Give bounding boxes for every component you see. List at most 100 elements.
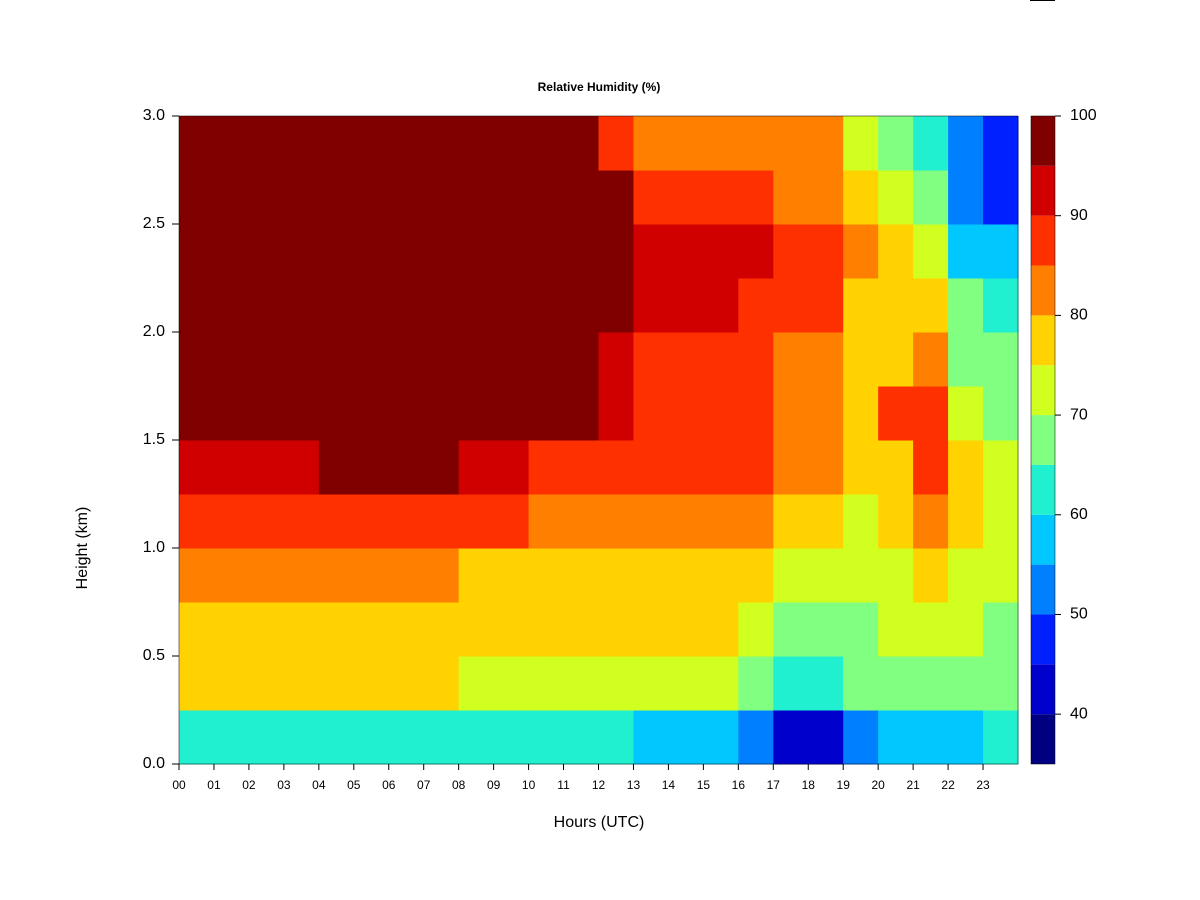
- heatmap-cell: [808, 224, 844, 279]
- heatmap-cell: [353, 548, 390, 603]
- heatmap-cell: [738, 440, 774, 495]
- heatmap-cell: [493, 278, 530, 333]
- heatmap-cell: [563, 440, 599, 495]
- colorbar-swatch: [1031, 165, 1055, 216]
- heatmap-cell: [388, 494, 425, 549]
- heatmap-cell: [458, 332, 495, 387]
- heatmap-cell: [563, 656, 599, 711]
- heatmap-cell: [213, 116, 250, 171]
- heatmap-cell: [318, 332, 355, 387]
- heatmap-cell: [563, 494, 599, 549]
- heatmap-cell: [179, 332, 215, 387]
- heatmap-cell: [633, 170, 669, 225]
- heatmap-cell: [948, 278, 984, 333]
- heatmap-cell: [458, 548, 495, 603]
- heatmap-cell: [423, 710, 460, 765]
- colorbar-tick-label: 50: [1070, 606, 1088, 623]
- heatmap-cell: [668, 116, 704, 171]
- heatmap-cell: [843, 602, 879, 657]
- heatmap-cell: [423, 386, 460, 441]
- heatmap-cell: [773, 548, 809, 603]
- chart-title: Relative Humidity (%): [538, 80, 661, 94]
- heatmap-cell: [353, 116, 390, 171]
- heatmap-cell: [248, 278, 285, 333]
- heatmap-cell: [808, 602, 844, 657]
- heatmap-cell: [388, 278, 425, 333]
- heatmap-cell: [388, 710, 425, 765]
- heatmap-cell: [423, 548, 460, 603]
- heatmap-cell: [563, 602, 599, 657]
- heatmap-cell: [598, 278, 634, 333]
- heatmap-cell: [528, 548, 565, 603]
- heatmap-cell: [598, 548, 634, 603]
- heatmap-cell: [843, 710, 879, 765]
- heatmap-cell: [318, 170, 355, 225]
- heatmap-cell: [773, 170, 809, 225]
- x-tick-label: 14: [662, 778, 676, 792]
- x-tick-label: 03: [277, 778, 291, 792]
- heatmap-cell: [878, 170, 914, 225]
- x-axis-label: Hours (UTC): [554, 814, 645, 831]
- x-tick-label: 00: [172, 778, 186, 792]
- heatmap-cell: [528, 494, 565, 549]
- heatmap-cell: [423, 440, 460, 495]
- colorbar-swatch: [1031, 365, 1055, 416]
- heatmap-cell: [948, 548, 984, 603]
- heatmap-cell: [808, 116, 844, 171]
- heatmap-cell: [179, 440, 215, 495]
- heatmap-cell: [668, 710, 704, 765]
- heatmap-cell: [668, 440, 704, 495]
- colorbar-swatch: [1031, 116, 1055, 166]
- heatmap-cell: [843, 332, 879, 387]
- heatmap-cell: [773, 386, 809, 441]
- heatmap-cell: [493, 548, 530, 603]
- heatmap-cell: [983, 710, 1019, 765]
- heatmap-cell: [913, 116, 949, 171]
- heatmap-cell: [703, 278, 739, 333]
- y-axis-label: Height (km): [74, 507, 91, 590]
- heatmap-cell: [283, 278, 320, 333]
- x-tick-label: 13: [627, 778, 641, 792]
- heatmap-cell: [388, 440, 425, 495]
- heatmap-cell: [423, 332, 460, 387]
- colorbar-swatch: [1031, 415, 1055, 465]
- x-tick-label: 01: [207, 778, 221, 792]
- heatmap-cell: [283, 710, 320, 765]
- heatmap-cell: [528, 278, 565, 333]
- colorbar-swatch: [1031, 514, 1055, 565]
- heatmap-cell: [598, 224, 634, 279]
- heatmap-cell: [773, 116, 809, 171]
- heatmap-cell: [668, 548, 704, 603]
- heatmap-cell: [773, 710, 809, 765]
- heatmap-cell: [738, 494, 774, 549]
- heatmap-cell: [983, 440, 1019, 495]
- heatmap-cell: [703, 494, 739, 549]
- heatmap-cell: [773, 278, 809, 333]
- heatmap-cell: [458, 602, 495, 657]
- heatmap-cell: [668, 332, 704, 387]
- heatmap-cell: [948, 332, 984, 387]
- heatmap-cell: [633, 440, 669, 495]
- heatmap-cell: [913, 548, 949, 603]
- heatmap-cell: [528, 332, 565, 387]
- heatmap-cell: [773, 440, 809, 495]
- heatmap-cell: [843, 386, 879, 441]
- heatmap-cell: [248, 710, 285, 765]
- heatmap-cell: [878, 656, 914, 711]
- x-tick-label: 07: [417, 778, 431, 792]
- heatmap-cell: [948, 494, 984, 549]
- heatmap-cell: [353, 494, 390, 549]
- heatmap-cell: [633, 548, 669, 603]
- heatmap-cell: [983, 116, 1019, 171]
- heatmap-cell: [738, 602, 774, 657]
- heatmap-cell: [808, 170, 844, 225]
- x-tick-label: 11: [557, 778, 570, 792]
- heatmap-cell: [283, 440, 320, 495]
- heatmap-cell: [878, 278, 914, 333]
- heatmap-cell: [563, 224, 599, 279]
- heatmap-cell: [179, 710, 215, 765]
- heatmap-cell: [248, 170, 285, 225]
- heatmap-cell: [983, 332, 1019, 387]
- heatmap-cell: [983, 656, 1019, 711]
- heatmap-cell: [843, 224, 879, 279]
